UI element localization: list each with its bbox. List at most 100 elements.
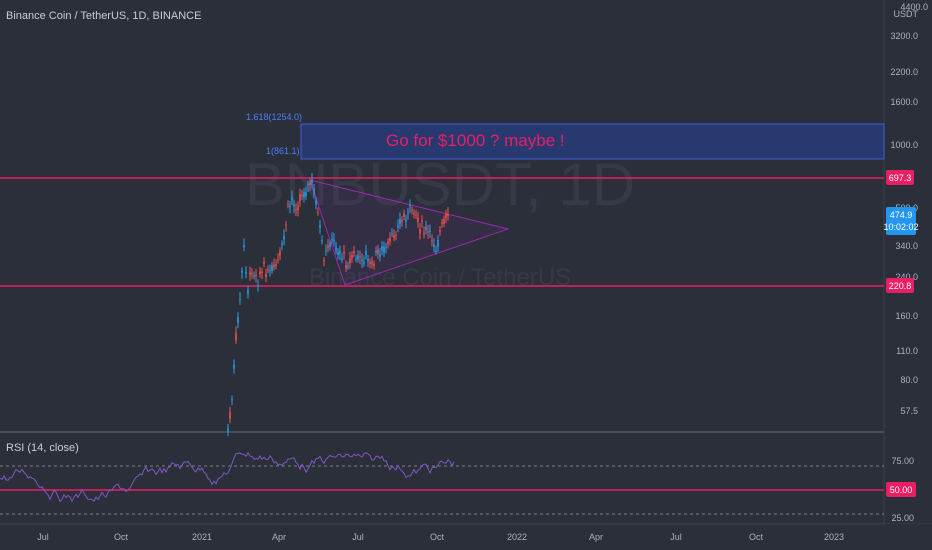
support-price-tag [886, 278, 914, 293]
candle [359, 256, 361, 258]
price-tick: 340.0 [895, 241, 918, 251]
candle [325, 250, 327, 252]
candle [337, 252, 339, 256]
price-tick: 1600.0 [890, 97, 918, 107]
candle [319, 225, 321, 228]
candle [303, 192, 305, 198]
candle [421, 220, 423, 222]
candle [357, 255, 359, 260]
candle [257, 285, 259, 287]
candle [383, 246, 385, 253]
watermark-ticker: BNBUSDT, 1D [245, 151, 635, 218]
candle [373, 263, 375, 266]
axis-corner [884, 524, 932, 550]
price-tick: 3200.0 [890, 31, 918, 41]
candle [349, 258, 351, 264]
candle [367, 258, 369, 262]
candle [415, 214, 417, 216]
rsi-tick: 25.00 [891, 513, 914, 523]
candle [277, 259, 279, 261]
current-price-tag [886, 207, 916, 235]
fib-level-1: 1(861.1) [266, 146, 300, 156]
candle [289, 206, 291, 208]
candle [433, 244, 435, 247]
time-tick: Oct [114, 532, 129, 542]
candle [377, 249, 379, 254]
candle [273, 264, 275, 268]
candle [333, 239, 335, 242]
candle [363, 262, 365, 264]
pane-separator[interactable] [0, 431, 884, 433]
price-tick: 1000.0 [890, 140, 918, 150]
candle [227, 427, 229, 432]
candle [375, 250, 377, 253]
candle [403, 213, 405, 217]
candle [291, 197, 293, 200]
candle [317, 211, 319, 213]
candle [271, 265, 273, 271]
trade-note[interactable]: Go for $1000 ? maybe ! [386, 131, 565, 150]
candle [431, 240, 433, 242]
candle [231, 399, 233, 401]
resistance-price-tag [886, 170, 914, 185]
candle [253, 275, 255, 277]
candle [267, 269, 269, 271]
bar-countdown: 10:02:02 [883, 222, 918, 232]
candle [331, 239, 333, 241]
candle [251, 273, 253, 275]
currency-label[interactable]: USDT [894, 9, 919, 19]
time-tick: Apr [272, 532, 286, 542]
price-tick: 80.0 [900, 375, 918, 385]
candle [315, 200, 317, 205]
candle [247, 289, 249, 294]
candle [439, 229, 441, 232]
time-tick: 2023 [824, 532, 844, 542]
candle [385, 246, 387, 248]
candle [233, 364, 235, 369]
rsi-indicator-title[interactable]: RSI (14, close) [6, 442, 79, 454]
symbol-title[interactable]: Binance Coin / TetherUS, 1D, BINANCE [6, 10, 202, 22]
candle [283, 236, 285, 240]
candle [345, 265, 347, 269]
time-tick: 2022 [507, 532, 527, 542]
candle [437, 239, 439, 247]
time-tick: Jul [37, 532, 49, 542]
candle [249, 272, 251, 276]
candle [355, 258, 357, 260]
candle [321, 239, 323, 242]
price-tick: 110.0 [896, 346, 918, 356]
candle [381, 246, 383, 251]
candle [447, 213, 449, 216]
time-tick: Jul [670, 532, 682, 542]
candle [265, 273, 267, 278]
candle [279, 250, 281, 256]
price-tick: 160.0 [895, 311, 918, 321]
candle [371, 261, 373, 264]
candle [293, 204, 295, 207]
candle [261, 271, 263, 273]
fib-extension-zone[interactable] [300, 123, 885, 160]
candle [409, 205, 411, 207]
candle [397, 225, 399, 228]
support-price-label: 220.8 [889, 281, 912, 291]
candle [399, 218, 401, 224]
current-price-label: 474.9 [890, 210, 913, 220]
candle [285, 224, 287, 226]
candle [307, 183, 309, 186]
time-tick: Apr [589, 532, 603, 542]
rsi-line [0, 451, 455, 503]
price-tick: 4400.0 [900, 2, 928, 12]
candle [417, 217, 419, 222]
candle [311, 179, 313, 184]
candle [443, 219, 445, 224]
candle [341, 258, 343, 260]
candle [435, 250, 437, 252]
candle [229, 412, 231, 419]
candle [393, 235, 395, 238]
rsi-midline-label: 50.00 [890, 485, 913, 495]
candle [391, 233, 393, 235]
candle [281, 243, 283, 245]
candle [343, 251, 345, 254]
price-tick: 240.0 [895, 272, 918, 282]
